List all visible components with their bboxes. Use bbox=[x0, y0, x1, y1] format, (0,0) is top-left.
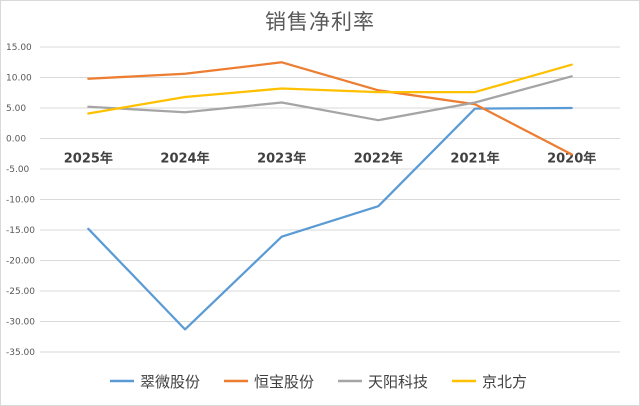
series-line bbox=[87, 61, 573, 156]
x-tick-label: 2020年 bbox=[547, 151, 596, 167]
series-line bbox=[87, 63, 573, 115]
y-tick-label: -25.00 bbox=[6, 287, 35, 297]
series-line bbox=[87, 106, 573, 331]
y-tick-label: 10.00 bbox=[6, 74, 32, 84]
y-tick-label: -10.00 bbox=[6, 196, 35, 206]
x-axis: 2025年 2024年 2023年 2022年 2021年 2020年 bbox=[64, 151, 597, 167]
legend-label: 天阳科技 bbox=[368, 373, 428, 391]
legend-label: 翠微股份 bbox=[140, 373, 200, 391]
series-line bbox=[87, 75, 573, 122]
gridlines bbox=[40, 46, 620, 353]
legend-label: 恒宝股份 bbox=[254, 373, 314, 391]
y-tick-label: -30.00 bbox=[6, 318, 35, 328]
legend: 翠微股份 恒宝股份 天阳科技 京北方 bbox=[110, 373, 527, 391]
x-tick-label: 2024年 bbox=[160, 151, 209, 167]
x-tick-label: 2023年 bbox=[257, 151, 306, 167]
y-tick-label: -5.00 bbox=[6, 165, 30, 175]
y-axis: 15.00 10.00 5.00 0.00 -5.00 -10.00 -15.00 -20.0… bbox=[6, 43, 35, 358]
y-tick-label: -35.00 bbox=[6, 348, 35, 358]
y-tick-label: 15.00 bbox=[6, 43, 32, 53]
x-tick-label: 2021年 bbox=[450, 151, 499, 167]
y-tick-label: 5.00 bbox=[6, 104, 26, 114]
legend-label: 京北方 bbox=[482, 373, 527, 391]
x-tick-label: 2025年 bbox=[64, 151, 113, 167]
series-lines bbox=[87, 61, 573, 331]
x-tick-label: 2022年 bbox=[354, 151, 403, 167]
y-tick-label: 0.00 bbox=[6, 135, 26, 145]
chart-title: 销售净利率 bbox=[265, 10, 375, 34]
y-tick-label: -15.00 bbox=[6, 226, 35, 236]
y-tick-label: -20.00 bbox=[6, 257, 35, 267]
